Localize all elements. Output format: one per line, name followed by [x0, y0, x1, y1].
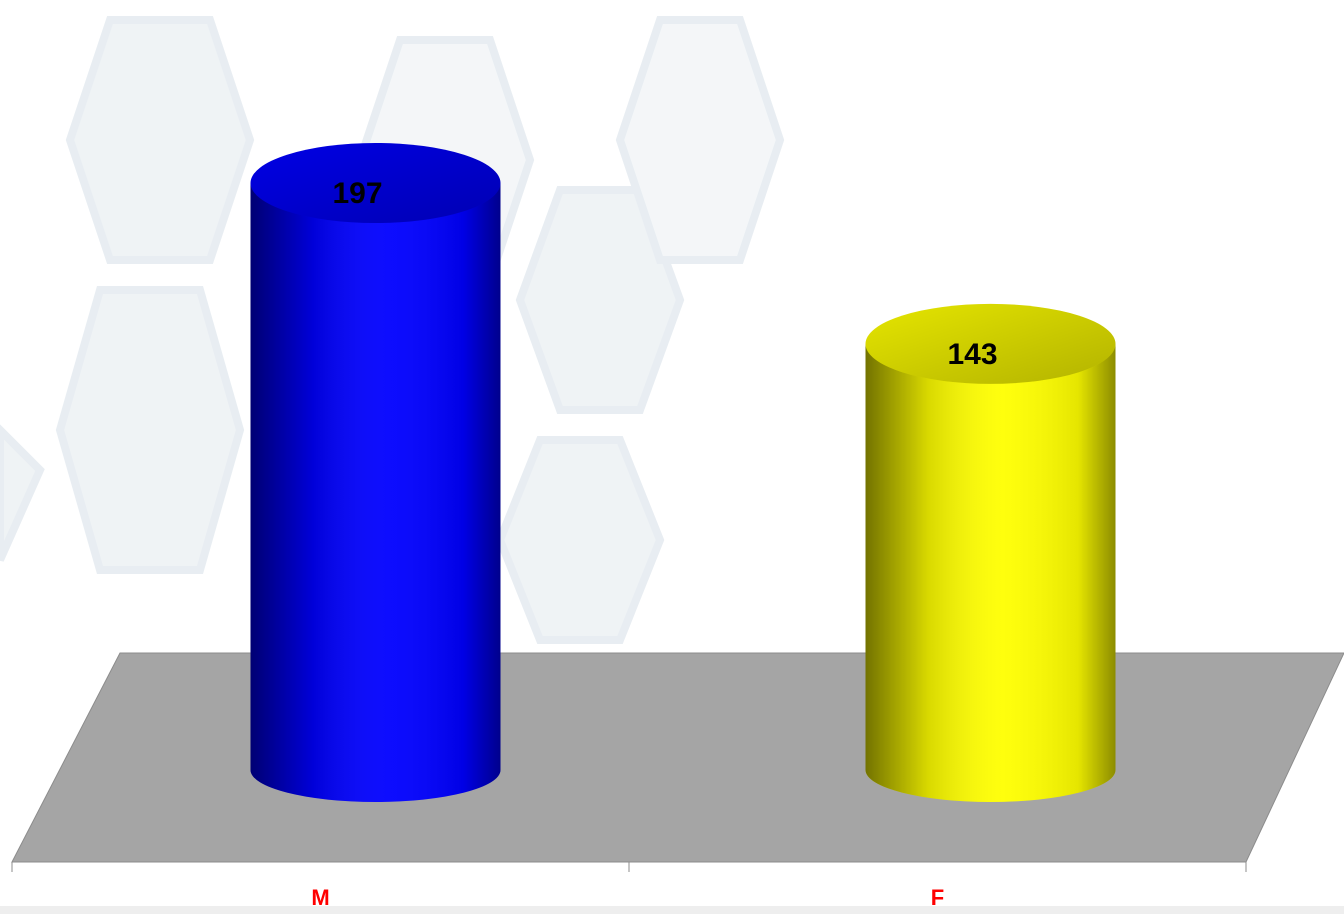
page: 197M143F (() => { const data = JSON.pars… [0, 0, 1344, 914]
value-label: 197 [332, 177, 382, 210]
x-tick-label: M [311, 885, 329, 910]
floor [12, 653, 1344, 862]
value-label: 143 [947, 338, 997, 371]
x-tick-label: F [931, 885, 944, 910]
cylinder-shade [866, 344, 1116, 802]
cylinder-shade [251, 183, 501, 802]
chart: 197 M 143 F [0, 0, 1344, 914]
footer-strip [0, 906, 1344, 914]
